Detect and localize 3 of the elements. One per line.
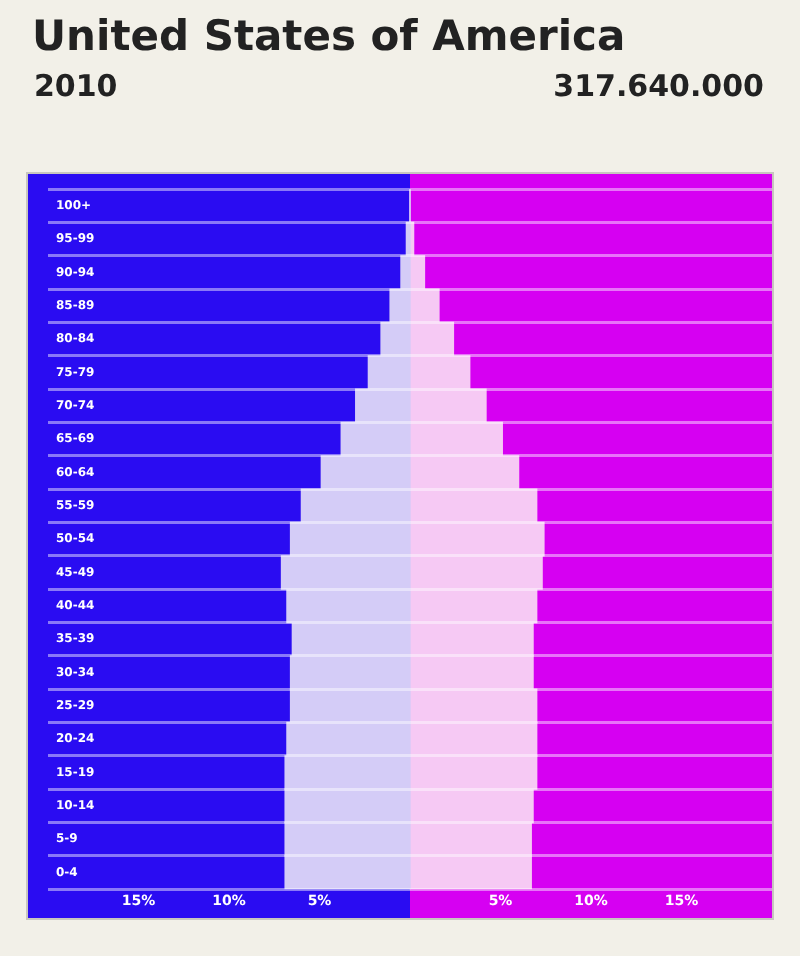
- chart-title: United States of America: [32, 12, 626, 60]
- chart-subtitle: 2010: [34, 68, 118, 104]
- text: 317.640.000: [553, 68, 764, 104]
